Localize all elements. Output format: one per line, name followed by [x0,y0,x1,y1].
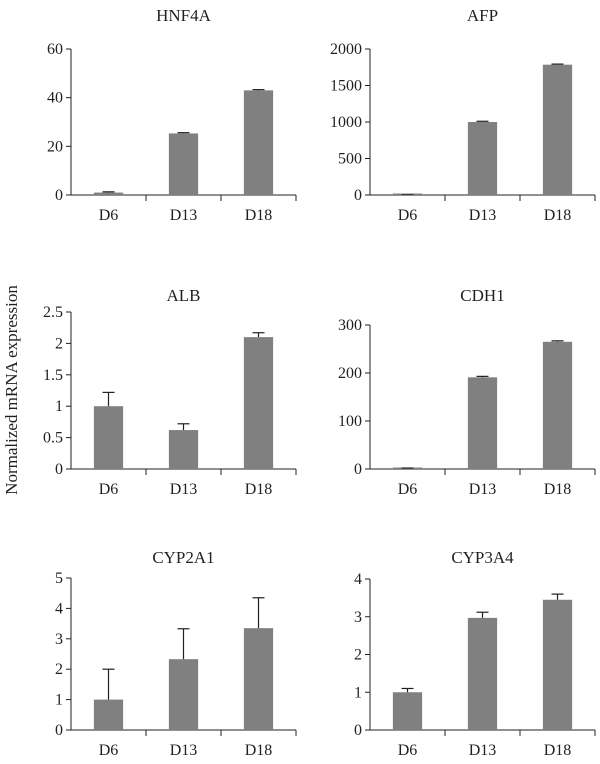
y-tick-label: 4 [354,571,362,588]
y-tick-label: 1.5 [43,367,63,384]
bar-d18 [243,337,274,469]
y-tick-label: 1 [55,398,63,415]
y-tick-label: 0 [55,187,63,204]
x-tick-label: D6 [398,481,418,498]
bar-d18 [243,628,274,730]
y-tick-label: 5 [55,570,63,587]
x-tick-label: D18 [245,207,273,224]
panel-alb: ALB 0 0.5 1 1.5 2 2.5 D6 D13 D18 [43,286,297,498]
y-tick-label: 2 [55,335,63,352]
y-tick-label: 1 [55,692,63,709]
bar-d18 [542,599,573,730]
y-tick-label: 3 [55,631,63,648]
y-tick-label: 40 [47,90,63,107]
bar-d18 [542,341,573,469]
panel-cyp3a4: CYP3A4 0 1 2 3 4 D6 D13 D18 [354,548,596,759]
bar-d6 [392,193,423,195]
panel-title: CDH1 [460,286,504,305]
panel-title: CYP3A4 [451,548,514,567]
x-tick-label: D13 [170,742,198,759]
x-tick-label: D13 [469,481,497,498]
bar-d6 [93,406,124,469]
panel-afp: AFP 0 500 1000 1500 2000 D6 D13 D18 [330,6,596,224]
panel-hnf4a: HNF4A 0 20 40 60 D6 D13 D18 [47,6,297,224]
y-tick-label: 0 [55,461,63,478]
panel-cdh1: CDH1 0 100 200 300 D6 D13 D18 [338,286,596,498]
panel-title: AFP [467,6,498,25]
bar-d13 [467,122,498,195]
y-tick-label: 60 [47,41,63,58]
y-tick-label: 3 [354,609,362,626]
y-tick-label: 4 [55,600,63,617]
y-tick-label: 2 [55,661,63,678]
bar-d18 [542,64,573,195]
x-tick-label: D18 [544,481,572,498]
y-tick-label: 1000 [330,114,362,131]
bar-d6 [93,192,124,195]
bar-d13 [168,430,199,469]
x-tick-label: D13 [170,481,198,498]
y-tick-label: 500 [338,151,362,168]
bar-d6 [392,692,423,730]
x-tick-label: D13 [469,207,497,224]
y-tick-label: 200 [338,365,362,382]
x-tick-label: D6 [99,742,119,759]
y-tick-label: 0.5 [43,430,63,447]
panel-title: CYP2A1 [152,548,214,567]
x-tick-label: D18 [245,481,273,498]
x-tick-label: D18 [245,742,273,759]
y-tick-label: 2 [354,647,362,664]
x-tick-label: D13 [170,207,198,224]
y-tick-label: 2000 [330,41,362,58]
bar-d6 [93,699,124,730]
x-tick-label: D6 [398,742,418,759]
y-tick-label: 0 [354,722,362,739]
bar-d18 [243,90,274,195]
panel-cyp2a1: CYP2A1 0 1 2 3 4 5 D6 D13 D18 [55,548,297,759]
bar-d13 [168,659,199,730]
y-tick-label: 300 [338,317,362,334]
y-axis-label: Normalized mRNA expression [2,285,21,495]
y-tick-label: 1 [354,684,362,701]
x-tick-label: D13 [469,742,497,759]
y-tick-label: 0 [55,722,63,739]
panel-title: HNF4A [156,6,212,25]
y-tick-label: 2.5 [43,304,63,321]
x-tick-label: D18 [544,207,572,224]
y-tick-label: 0 [354,187,362,204]
panel-title: ALB [167,286,201,305]
y-tick-label: 20 [47,138,63,155]
x-tick-label: D6 [99,481,119,498]
bar-d13 [168,133,199,195]
bar-d13 [467,617,498,730]
bar-d13 [467,377,498,469]
y-tick-label: 0 [354,461,362,478]
x-tick-label: D6 [398,207,418,224]
x-tick-label: D18 [544,742,572,759]
y-tick-label: 100 [338,413,362,430]
x-tick-label: D6 [99,207,119,224]
y-tick-label: 1500 [330,78,362,95]
